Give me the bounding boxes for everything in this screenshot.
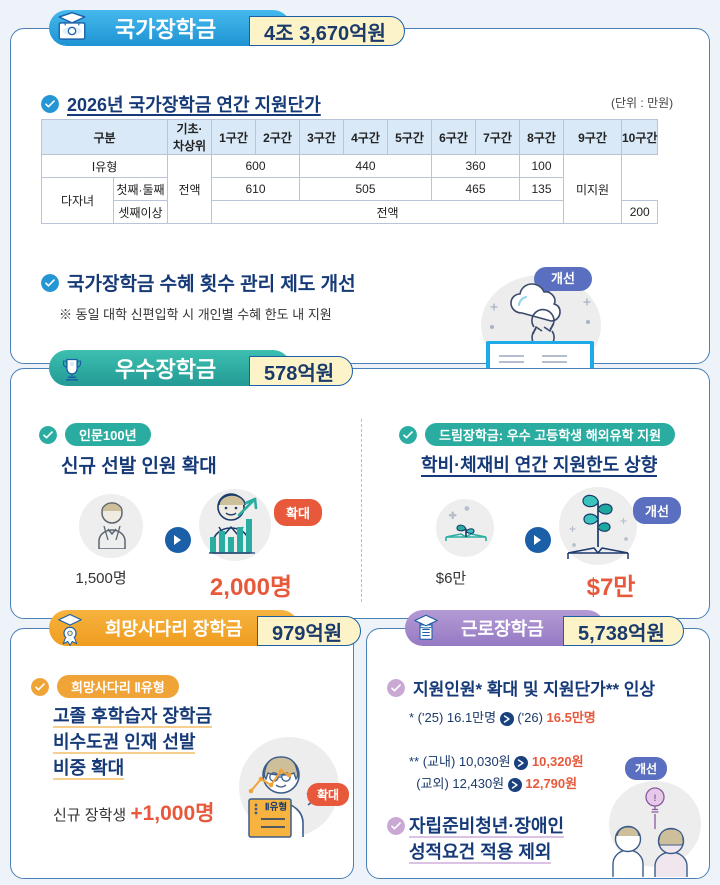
svg-text:Ⅱ유형: Ⅱ유형 [265,801,287,813]
svg-text:!: ! [654,793,657,803]
svg-text:개선: 개선 [551,271,575,286]
